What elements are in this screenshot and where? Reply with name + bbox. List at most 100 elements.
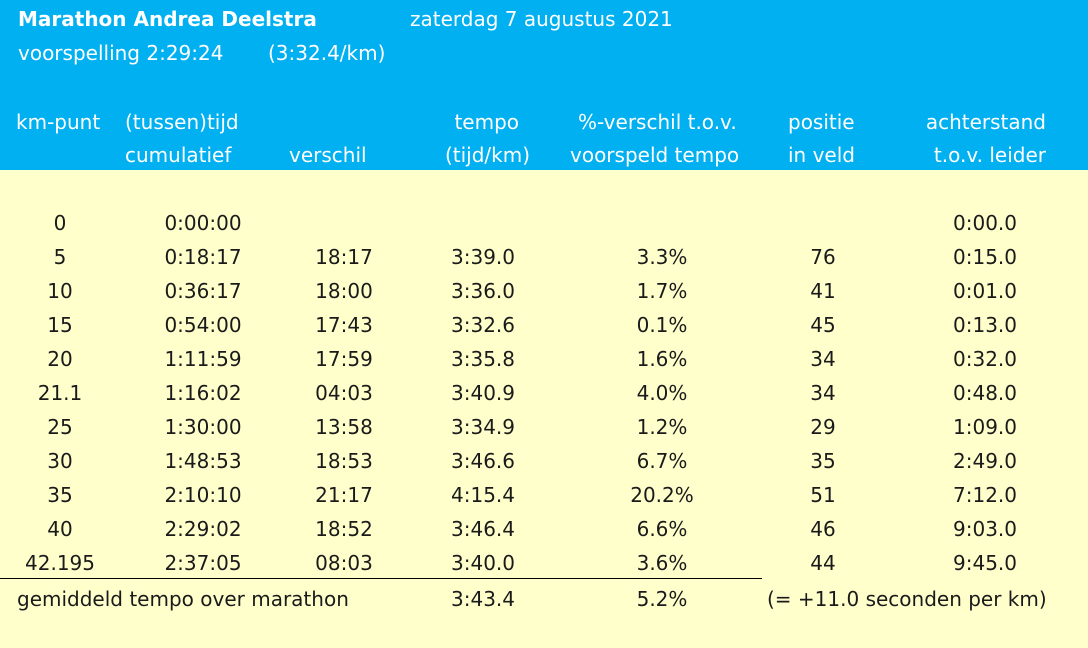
col-pct-header-1: %-verschil t.o.v. bbox=[578, 110, 737, 134]
cell-pos: 44 bbox=[810, 551, 836, 575]
cell-diff: 17:43 bbox=[315, 313, 373, 337]
cell-pct: 1.2% bbox=[636, 415, 688, 439]
cell-diff: 04:03 bbox=[315, 381, 373, 405]
cell-gap: 9:45.0 bbox=[953, 551, 1017, 575]
summary-note: (= +11.0 seconden per km) bbox=[767, 587, 1047, 611]
cell-pct: 3.3% bbox=[636, 245, 688, 269]
cell-gap: 1:09.0 bbox=[953, 415, 1017, 439]
table-row: 30 1:48:53 18:53 3:46.6 6.7% 35 2:49.0 bbox=[0, 444, 1088, 478]
cell-pace: 4:15.4 bbox=[451, 483, 515, 507]
cell-gap: 7:12.0 bbox=[953, 483, 1017, 507]
cell-pct: 1.7% bbox=[636, 279, 688, 303]
cell-time: 2:37:05 bbox=[164, 551, 242, 575]
cell-pct: 0.1% bbox=[636, 313, 688, 337]
table-row: 10 0:36:17 18:00 3:36.0 1.7% 41 0:01.0 bbox=[0, 274, 1088, 308]
cell-pct: 3.6% bbox=[636, 551, 688, 575]
cell-diff: 18:53 bbox=[315, 449, 373, 473]
table-row: 20 1:11:59 17:59 3:35.8 1.6% 34 0:32.0 bbox=[0, 342, 1088, 376]
table-row: 42.195 2:37:05 08:03 3:40.0 3.6% 44 9:45… bbox=[0, 546, 1088, 580]
cell-gap: 2:49.0 bbox=[953, 449, 1017, 473]
cell-pace: 3:35.8 bbox=[451, 347, 515, 371]
cell-time: 2:29:02 bbox=[164, 517, 242, 541]
table-row: 35 2:10:10 21:17 4:15.4 20.2% 51 7:12.0 bbox=[0, 478, 1088, 512]
cell-time: 1:16:02 bbox=[164, 381, 242, 405]
cell-pace: 3:40.9 bbox=[451, 381, 515, 405]
cell-pace: 3:46.6 bbox=[451, 449, 515, 473]
cell-pace: 3:39.0 bbox=[451, 245, 515, 269]
cell-km: 5 bbox=[53, 245, 67, 269]
cell-km: 35 bbox=[47, 483, 73, 507]
cell-km: 40 bbox=[47, 517, 73, 541]
cell-pct: 1.6% bbox=[636, 347, 688, 371]
cell-pace: 3:46.4 bbox=[451, 517, 515, 541]
cell-gap: 0:48.0 bbox=[953, 381, 1017, 405]
cell-time: 0:36:17 bbox=[164, 279, 242, 303]
col-pct-header-2: voorspeld tempo bbox=[570, 143, 740, 167]
cell-km: 25 bbox=[47, 415, 73, 439]
col-pos-header-1: positie bbox=[788, 110, 855, 134]
summary-label: gemiddeld tempo over marathon bbox=[17, 587, 349, 611]
cell-diff: 21:17 bbox=[315, 483, 373, 507]
summary-divider bbox=[0, 578, 762, 579]
table-row: 21.1 1:16:02 04:03 3:40.9 4.0% 34 0:48.0 bbox=[0, 376, 1088, 410]
cell-pct: 6.6% bbox=[636, 517, 688, 541]
cell-pace: 3:36.0 bbox=[451, 279, 515, 303]
cell-pos: 34 bbox=[810, 381, 836, 405]
col-pace-header-1: tempo bbox=[454, 110, 519, 134]
cell-km: 10 bbox=[47, 279, 73, 303]
col-gap-header-2: t.o.v. leider bbox=[933, 143, 1046, 167]
cell-gap: 0:01.0 bbox=[953, 279, 1017, 303]
cell-pos: 46 bbox=[810, 517, 836, 541]
cell-diff: 13:58 bbox=[315, 415, 373, 439]
cell-pos: 45 bbox=[810, 313, 836, 337]
col-time-header-1: (tussen)tijd bbox=[125, 110, 239, 134]
cell-time: 0:54:00 bbox=[164, 313, 242, 337]
summary-pct: 5.2% bbox=[636, 587, 688, 611]
cell-pct: 4.0% bbox=[636, 381, 688, 405]
col-pace-header-2: (tijd/km) bbox=[444, 143, 530, 167]
table-row: 5 0:18:17 18:17 3:39.0 3.3% 76 0:15.0 bbox=[0, 240, 1088, 274]
cell-gap: 9:03.0 bbox=[953, 517, 1017, 541]
cell-diff: 17:59 bbox=[315, 347, 373, 371]
col-pos-header-2: in veld bbox=[788, 143, 855, 167]
cell-time: 1:11:59 bbox=[164, 347, 242, 371]
summary-pace: 3:43.4 bbox=[451, 587, 515, 611]
cell-pace: 3:32.6 bbox=[451, 313, 515, 337]
summary-row: gemiddeld tempo over marathon 3:43.4 5.2… bbox=[0, 582, 1088, 616]
cell-time: 2:10:10 bbox=[164, 483, 242, 507]
cell-km: 20 bbox=[47, 347, 73, 371]
cell-diff: 18:52 bbox=[315, 517, 373, 541]
cell-km: 15 bbox=[47, 313, 73, 337]
table-row: 25 1:30:00 13:58 3:34.9 1.2% 29 1:09.0 bbox=[0, 410, 1088, 444]
cell-pos: 29 bbox=[810, 415, 836, 439]
cell-diff: 18:00 bbox=[315, 279, 373, 303]
cell-gap: 0:13.0 bbox=[953, 313, 1017, 337]
col-gap-header-1: achterstand bbox=[925, 110, 1046, 134]
cell-gap: 0:15.0 bbox=[953, 245, 1017, 269]
cell-gap: 0:00.0 bbox=[953, 211, 1017, 235]
cell-pace: 3:40.0 bbox=[451, 551, 515, 575]
prediction-pace: (3:32.4/km) bbox=[268, 41, 386, 65]
cell-diff: 18:17 bbox=[315, 245, 373, 269]
col-diff-header: verschil bbox=[289, 143, 367, 167]
prediction: voorspelling 2:29:24 bbox=[18, 41, 224, 65]
table-body: 0 0:00:00 0:00.0 5 0:18:17 18:17 3:39.0 … bbox=[0, 170, 1088, 648]
table-header: Marathon Andrea Deelstra zaterdag 7 augu… bbox=[0, 0, 1088, 170]
cell-pos: 34 bbox=[810, 347, 836, 371]
table-row: 15 0:54:00 17:43 3:32.6 0.1% 45 0:13.0 bbox=[0, 308, 1088, 342]
cell-km: 42.195 bbox=[25, 551, 95, 575]
cell-pct: 6.7% bbox=[636, 449, 688, 473]
col-time-header-2: cumulatief bbox=[125, 143, 232, 167]
cell-pos: 51 bbox=[810, 483, 836, 507]
cell-time: 0:18:17 bbox=[164, 245, 242, 269]
table-row: 40 2:29:02 18:52 3:46.4 6.6% 46 9:03.0 bbox=[0, 512, 1088, 546]
cell-gap: 0:32.0 bbox=[953, 347, 1017, 371]
date: zaterdag 7 augustus 2021 bbox=[410, 7, 673, 31]
cell-km: 0 bbox=[53, 211, 67, 235]
cell-time: 1:30:00 bbox=[164, 415, 242, 439]
cell-pace: 3:34.9 bbox=[451, 415, 515, 439]
table-row: 0 0:00:00 0:00.0 bbox=[0, 206, 1088, 240]
cell-pos: 41 bbox=[810, 279, 836, 303]
cell-diff: 08:03 bbox=[315, 551, 373, 575]
cell-pct: 20.2% bbox=[630, 483, 694, 507]
